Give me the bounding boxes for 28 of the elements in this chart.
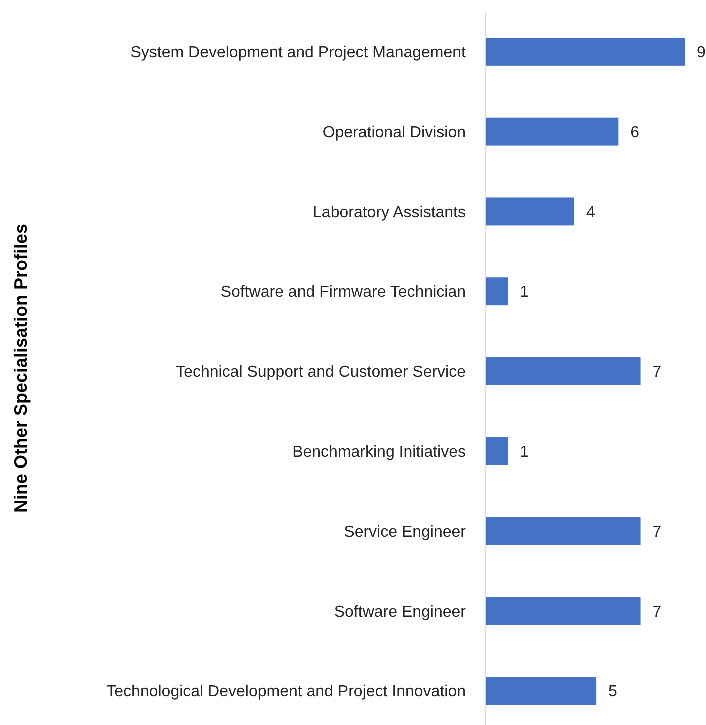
bar (486, 38, 685, 66)
data-label: 1 (520, 444, 530, 461)
data-label: 1 (520, 284, 530, 302)
y-tick-label: Software and Firmware Technician (220, 284, 466, 302)
data-label: 7 (652, 364, 662, 382)
data-label: 7 (652, 524, 662, 541)
y-tick-label: Service Engineer (344, 524, 467, 541)
data-label: 5 (608, 684, 618, 701)
bar (486, 677, 597, 706)
data-label: 9 (697, 44, 706, 62)
data-label: 4 (586, 204, 596, 222)
y-tick-label: Operational Division (322, 124, 466, 142)
y-tick-label: Benchmarking Initiatives (292, 444, 466, 461)
y-tick-label: System Development and Project Management (130, 44, 467, 62)
bar (486, 437, 508, 466)
bar (486, 198, 574, 226)
data-label: 7 (652, 604, 662, 621)
data-label: 6 (630, 124, 640, 142)
y-tick-label: Technical Support and Customer Service (176, 364, 466, 382)
bar (486, 278, 508, 306)
bar (486, 358, 641, 386)
y-tick-label: Software Engineer (334, 604, 467, 621)
bar (486, 517, 641, 546)
bar (486, 597, 641, 626)
y-tick-label: Laboratory Assistants (313, 204, 466, 222)
y-tick-label: Technological Development and Project Innovation (106, 684, 466, 701)
y-axis-title: Nine Other Specialisation Profiles (11, 224, 31, 514)
bar (486, 118, 619, 146)
